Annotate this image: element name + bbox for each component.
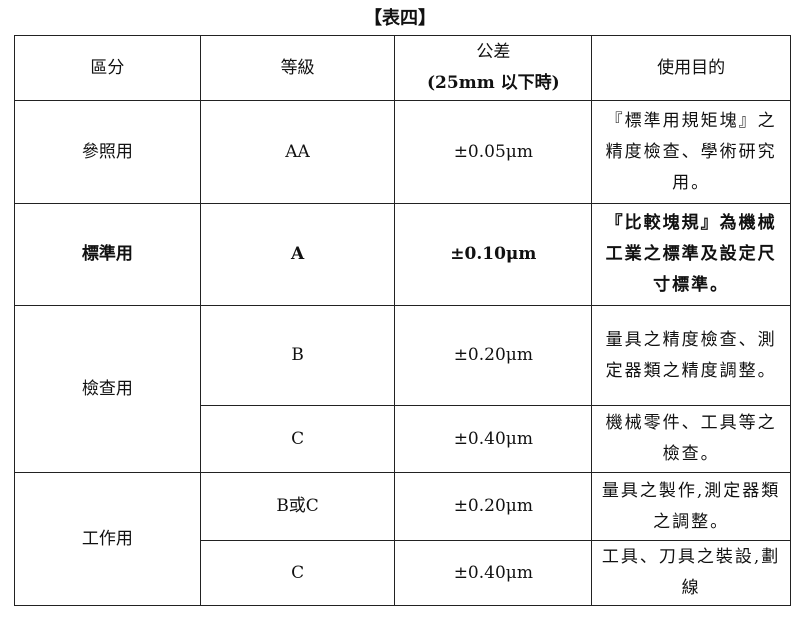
header-tolerance-line2: (25mm 以下時) [427, 73, 560, 93]
grade-cell: B或C [199, 472, 396, 541]
purpose-cell: 工具、刀具之裝設,劃線 [591, 540, 791, 606]
table-row: 工作用 B或C ±0.20μm 量具之製作,測定器類之調整。 [14, 472, 791, 606]
purpose-cell: 量具之精度檢查、測定器類之精度調整。 [591, 305, 791, 406]
purpose-cell: 量具之製作,測定器類之調整。 [591, 472, 791, 541]
header-category: 區分 [14, 35, 201, 101]
table-row: 參照用 AA ±0.05μm 『標準用規矩塊』之精度檢查、學術研究用。 [14, 100, 791, 204]
tolerance-cell: ±0.10μm [394, 203, 593, 306]
header-tolerance: 公差 (25mm 以下時) [394, 35, 593, 101]
grade-cell: AA [199, 100, 396, 204]
header-grade: 等級 [199, 35, 396, 101]
grade-cell: A [199, 203, 396, 306]
grade-cell: B [199, 305, 396, 406]
tolerance-cell: ±0.20μm [394, 305, 593, 406]
gauge-block-grade-table: 區分 等級 公差 (25mm 以下時) 使用目的 參照用 AA ±0.05μm … [14, 35, 791, 606]
table-title: 【表四】 [364, 8, 436, 29]
table-row: 標準用 A ±0.10μm 『比較塊規』為機械工業之標準及設定尺寸標準。 [14, 203, 791, 306]
category-cell: 標準用 [14, 203, 201, 306]
tolerance-cell: ±0.40μm [394, 405, 593, 473]
table-row: C ±0.40μm 機械零件、工具等之檢查。 [15, 405, 791, 473]
purpose-cell: 『比較塊規』為機械工業之標準及設定尺寸標準。 [591, 203, 791, 306]
category-cell: 工作用 [14, 472, 201, 606]
header-row: 區分 等級 公差 (25mm 以下時) 使用目的 [14, 35, 791, 101]
tolerance-cell: ±0.05μm [394, 100, 593, 204]
tolerance-cell: ±0.20μm [394, 472, 593, 541]
table-row: C ±0.40μm 工具、刀具之裝設,劃線 [15, 540, 791, 606]
grade-cell: C [199, 540, 396, 606]
table-row: 檢查用 B ±0.20μm 量具之精度檢查、測定器類之精度調整。 [14, 305, 791, 473]
grade-cell: C [199, 405, 396, 473]
category-cell: 參照用 [14, 100, 201, 204]
purpose-cell: 『標準用規矩塊』之精度檢查、學術研究用。 [591, 100, 791, 204]
header-tolerance-line1: 公差 [476, 42, 511, 62]
category-cell: 檢查用 [14, 305, 201, 473]
header-purpose: 使用目的 [591, 35, 791, 101]
purpose-cell: 機械零件、工具等之檢查。 [591, 405, 791, 473]
tolerance-cell: ±0.40μm [394, 540, 593, 606]
